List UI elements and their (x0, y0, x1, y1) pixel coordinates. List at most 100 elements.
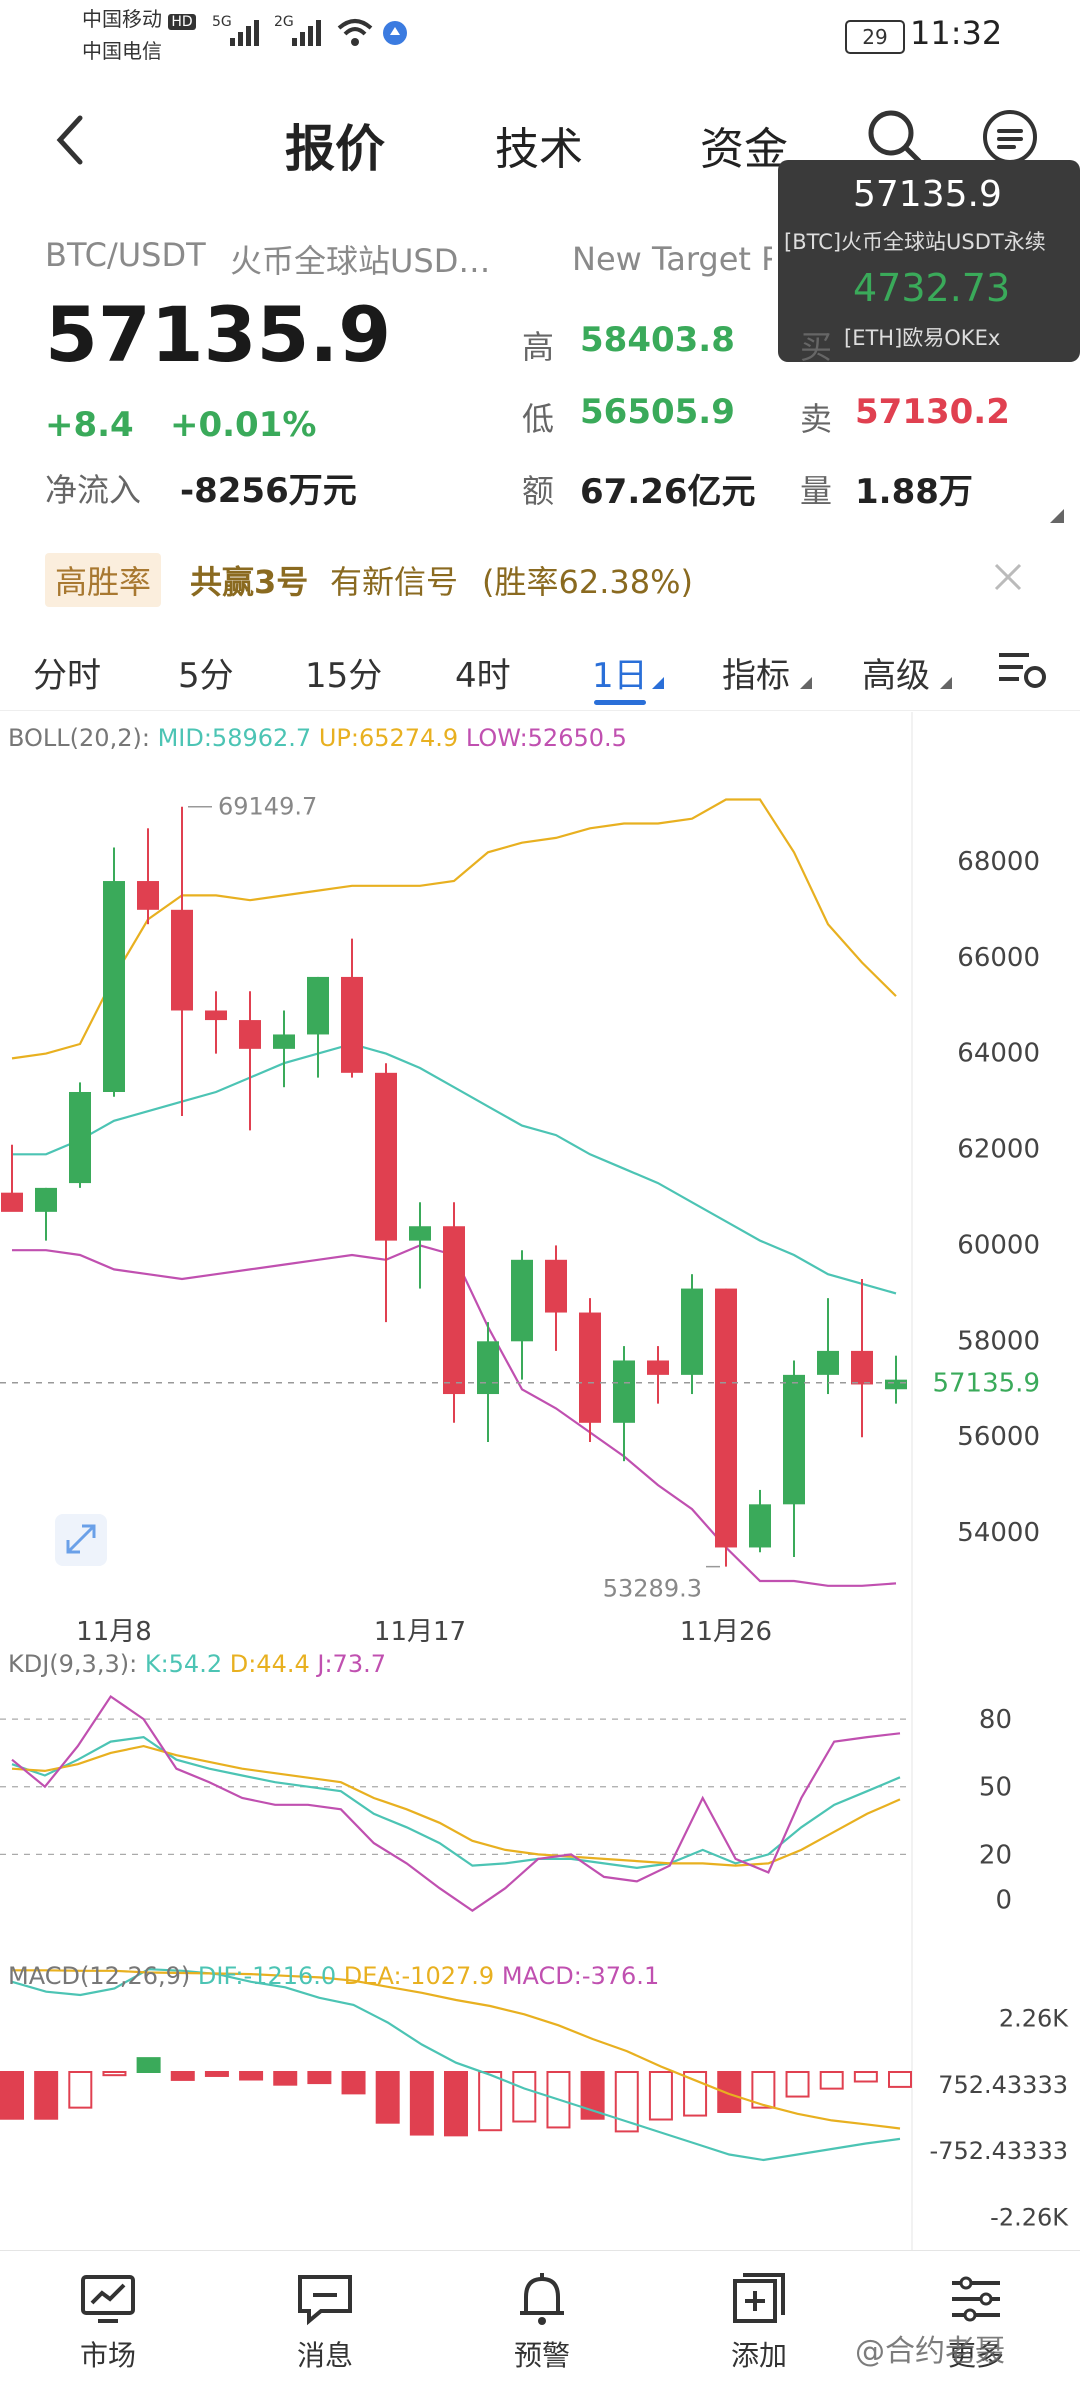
current-price-label: 57135.9 (932, 1369, 1040, 1399)
macd-legend: MACD(12,26,9) DIF:-1216.0 DEA:-1027.9 MA… (8, 1962, 659, 1990)
kdj-d: D:44.4 (229, 1650, 310, 1678)
back-icon[interactable] (50, 110, 90, 174)
macd-bar (444, 2071, 468, 2137)
signal-banner[interactable]: 高胜率 共赢3号 有新信号 (胜率62.38%) (0, 545, 1080, 615)
candle-body (579, 1312, 601, 1423)
expand-corner-icon[interactable] (1050, 508, 1064, 527)
macd-dea: DEA:-1027.9 (343, 1962, 495, 1990)
date-axis-label: 11月17 (374, 1617, 466, 1647)
price-axis-label: 60000 (957, 1230, 1040, 1260)
tab-1d-underline (594, 700, 646, 705)
date-axis-label: 11月8 (76, 1617, 152, 1647)
candle-body (171, 909, 193, 1011)
tab-advanced[interactable]: 高级 (862, 656, 930, 696)
high-label: 高 (522, 328, 555, 366)
price-axis-label: 62000 (957, 1135, 1040, 1165)
nav-add[interactable]: 添加 (684, 2271, 834, 2374)
sell-label: 卖 (800, 400, 833, 438)
candle-body (341, 976, 363, 1073)
candle-body (613, 1360, 635, 1423)
tab-15min[interactable]: 15分 (305, 656, 383, 696)
price-change: +8.4 (45, 405, 134, 445)
low-value: 56505.9 (580, 392, 735, 432)
macd-bar (170, 2071, 195, 2081)
candle-body (885, 1379, 907, 1390)
macd-axis-label: 752.43333 (938, 2071, 1068, 2099)
news-ticker[interactable]: New Target Price Feature I… (572, 240, 772, 278)
add-icon (733, 2273, 785, 2323)
search-icon[interactable] (865, 107, 925, 171)
candle-body (817, 1350, 839, 1375)
net-inflow-label: 净流入 (45, 471, 142, 509)
macd-bar (409, 2071, 434, 2136)
price-axis-label: 68000 (957, 847, 1040, 877)
chart-settings-icon[interactable] (995, 645, 1051, 699)
status-bar: 中国移动 HD 中国电信 5G 2G 29 11:32 (0, 0, 1080, 80)
market-chart-icon (81, 2275, 135, 2323)
price-axis-label: 66000 (957, 943, 1040, 973)
exchange-name[interactable]: 火币全球站USD… (230, 242, 491, 280)
macd-bar (888, 2071, 912, 2088)
boll-low: LOW:52650.5 (465, 724, 627, 752)
tab-5min[interactable]: 5分 (178, 656, 234, 696)
price-popup[interactable]: 57135.9 [BTC]火币全球站USDT永续 4732.73 [ETH]欧易… (778, 160, 1080, 362)
signal-text: 有新信号 (330, 563, 459, 601)
boll-title: BOLL(20,2): (8, 724, 150, 752)
price-axis-label: 56000 (957, 1422, 1040, 1452)
nav-alerts[interactable]: 预警 (467, 2271, 617, 2374)
tab-quote[interactable]: 报价 (285, 120, 385, 178)
kdj-legend: KDJ(9,3,3): K:54.2 D:44.4 J:73.7 (8, 1650, 386, 1678)
macd-dif-line (11, 1968, 901, 2162)
date-axis-label: 11月26 (680, 1617, 772, 1647)
candle-body (783, 1374, 805, 1505)
high-value: 58403.8 (580, 320, 735, 360)
tab-1d-dropdown-icon (652, 674, 664, 693)
low-label: 低 (522, 400, 555, 438)
price-axis-label: 64000 (957, 1039, 1040, 1069)
kdj-axis-label: 0 (995, 1885, 1012, 1915)
signal-icon-2 (290, 18, 326, 52)
message-icon (298, 2275, 352, 2326)
close-icon[interactable] (990, 559, 1026, 599)
nav-market-label: 市场 (79, 2339, 136, 2372)
boll-legend: BOLL(20,2): MID:58962.7 UP:65274.9 LOW:5… (8, 724, 627, 752)
tab-funds[interactable]: 资金 (700, 124, 788, 175)
chart-area[interactable]: 54000 56000 58000 60000 62000 64000 66000 68000… (0, 712, 1080, 2363)
macd-bar (751, 2071, 776, 2109)
signal-icon-1 (228, 18, 264, 52)
nav-more[interactable]: 更多 (901, 2271, 1051, 2374)
macd-bar (102, 2071, 127, 2077)
signal-name: 共赢3号 (190, 563, 309, 601)
macd-bar (853, 2071, 878, 2083)
nav-market[interactable]: 市场 (33, 2271, 183, 2374)
candle-body (239, 1020, 261, 1049)
bell-icon (520, 2273, 564, 2325)
macd-bar (273, 2071, 298, 2086)
tab-indicators[interactable]: 指标 (722, 656, 790, 696)
pair-name[interactable]: BTC/USDT (45, 236, 206, 274)
tab-4h[interactable]: 4时 (455, 656, 511, 696)
nav-more-label: 更多 (947, 2339, 1004, 2372)
tab-timeshare[interactable]: 分时 (33, 656, 101, 696)
tab-1d[interactable]: 1日 (592, 656, 648, 696)
macd-bar (717, 2071, 742, 2113)
boll-mid-line (12, 1042, 897, 1295)
candle-body (477, 1341, 499, 1395)
candle-body (715, 1288, 737, 1548)
net-inflow-value: -8256万元 (180, 471, 357, 511)
candle-body (103, 881, 125, 1092)
candle-body (137, 881, 159, 910)
expand-icon-arrow (66, 1524, 96, 1554)
network-2g: 2G (274, 14, 294, 30)
kdj-j: J:73.7 (317, 1650, 386, 1678)
nav-messages[interactable]: 消息 (250, 2271, 400, 2374)
amount-label: 额 (522, 472, 555, 510)
bottom-nav: 市场 消息 预警 添加 更多 @合约老聂 (0, 2250, 1080, 2401)
candle-body (273, 1034, 295, 1049)
macd-axis-label: -752.43333 (930, 2137, 1068, 2165)
candle-body (545, 1259, 567, 1313)
kline-chart[interactable]: 54000 56000 58000 60000 62000 64000 66000 68000… (0, 712, 1080, 2363)
macd-bar (785, 2071, 810, 2098)
win-rate-badge: 高胜率 (45, 553, 162, 607)
tab-technical[interactable]: 技术 (495, 124, 583, 175)
